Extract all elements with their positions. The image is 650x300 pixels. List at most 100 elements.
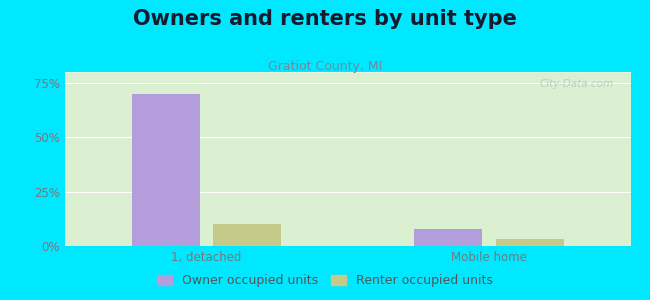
Bar [65, 72, 630, 148]
Bar [65, 72, 630, 74]
Bar [65, 72, 630, 83]
Bar [65, 72, 630, 163]
Text: Gratiot County, MI: Gratiot County, MI [268, 60, 382, 73]
Bar [65, 72, 630, 104]
Bar [65, 73, 630, 202]
Bar [65, 73, 630, 182]
Bar [65, 73, 630, 179]
Bar [65, 73, 630, 209]
Bar [65, 73, 630, 171]
Bar [65, 73, 630, 208]
Bar [65, 73, 630, 177]
Bar [65, 72, 630, 153]
Bar [65, 73, 630, 172]
Bar [65, 73, 630, 168]
Bar [65, 73, 630, 216]
Bar [65, 72, 630, 82]
Bar [65, 72, 630, 147]
Bar [65, 72, 630, 149]
Bar [65, 72, 630, 87]
Bar [65, 72, 630, 142]
Bar [65, 73, 630, 181]
Bar [65, 72, 630, 116]
Bar [65, 73, 630, 191]
Bar [65, 72, 630, 73]
Bar [65, 72, 630, 109]
Bar [65, 73, 630, 196]
Bar [65, 72, 630, 144]
Bar [65, 73, 630, 170]
Text: Owners and renters by unit type: Owners and renters by unit type [133, 9, 517, 29]
Bar [65, 73, 630, 205]
Bar [65, 72, 630, 154]
Bar [65, 72, 630, 123]
Bar [65, 73, 630, 167]
Bar [65, 73, 630, 227]
Bar [65, 72, 630, 89]
Bar [132, 94, 200, 246]
Bar [65, 73, 630, 176]
Bar [65, 73, 630, 175]
Bar [65, 72, 630, 92]
Bar [65, 72, 630, 116]
Bar [65, 73, 630, 195]
Bar [65, 73, 630, 218]
Bar [65, 72, 630, 77]
Bar [65, 73, 630, 220]
Bar [65, 72, 630, 101]
Bar [65, 73, 630, 203]
Bar [65, 73, 630, 186]
Bar [65, 72, 630, 91]
Bar [65, 73, 630, 174]
Bar [65, 73, 630, 224]
Bar [65, 73, 630, 226]
Bar [65, 72, 630, 94]
Bar [65, 72, 630, 103]
Bar [65, 73, 630, 182]
Bar [65, 72, 630, 162]
Bar [65, 72, 630, 130]
Bar [65, 72, 630, 107]
Bar [65, 72, 630, 145]
Bar [65, 72, 630, 93]
Bar [65, 72, 630, 134]
Bar [65, 73, 630, 170]
Bar [65, 72, 630, 124]
Bar [65, 72, 630, 160]
Bar [65, 73, 630, 163]
Bar [65, 73, 630, 225]
Bar [65, 73, 630, 210]
Bar [65, 73, 630, 201]
Bar [65, 72, 630, 94]
Bar [65, 72, 630, 88]
Bar [65, 72, 630, 138]
Bar [65, 72, 630, 141]
Bar [65, 72, 630, 146]
Bar [65, 72, 630, 131]
Bar [65, 72, 630, 78]
Bar [65, 73, 630, 176]
Bar [65, 72, 630, 136]
Bar [65, 73, 630, 228]
Bar [65, 73, 630, 184]
Bar [65, 72, 630, 150]
Bar [65, 73, 630, 222]
Bar [65, 72, 630, 105]
Bar [65, 73, 630, 214]
Bar [65, 73, 630, 164]
Bar [65, 73, 630, 229]
Bar [65, 73, 630, 183]
Bar [65, 73, 630, 173]
Bar [65, 73, 630, 213]
Bar [65, 73, 630, 206]
Bar [213, 224, 281, 246]
Bar [65, 72, 630, 88]
Bar [65, 73, 630, 198]
Bar [65, 72, 630, 152]
Bar [65, 73, 630, 202]
Bar [65, 72, 630, 96]
Bar [65, 73, 630, 197]
Bar [65, 73, 630, 193]
Bar [65, 72, 630, 142]
Bar [65, 73, 630, 204]
